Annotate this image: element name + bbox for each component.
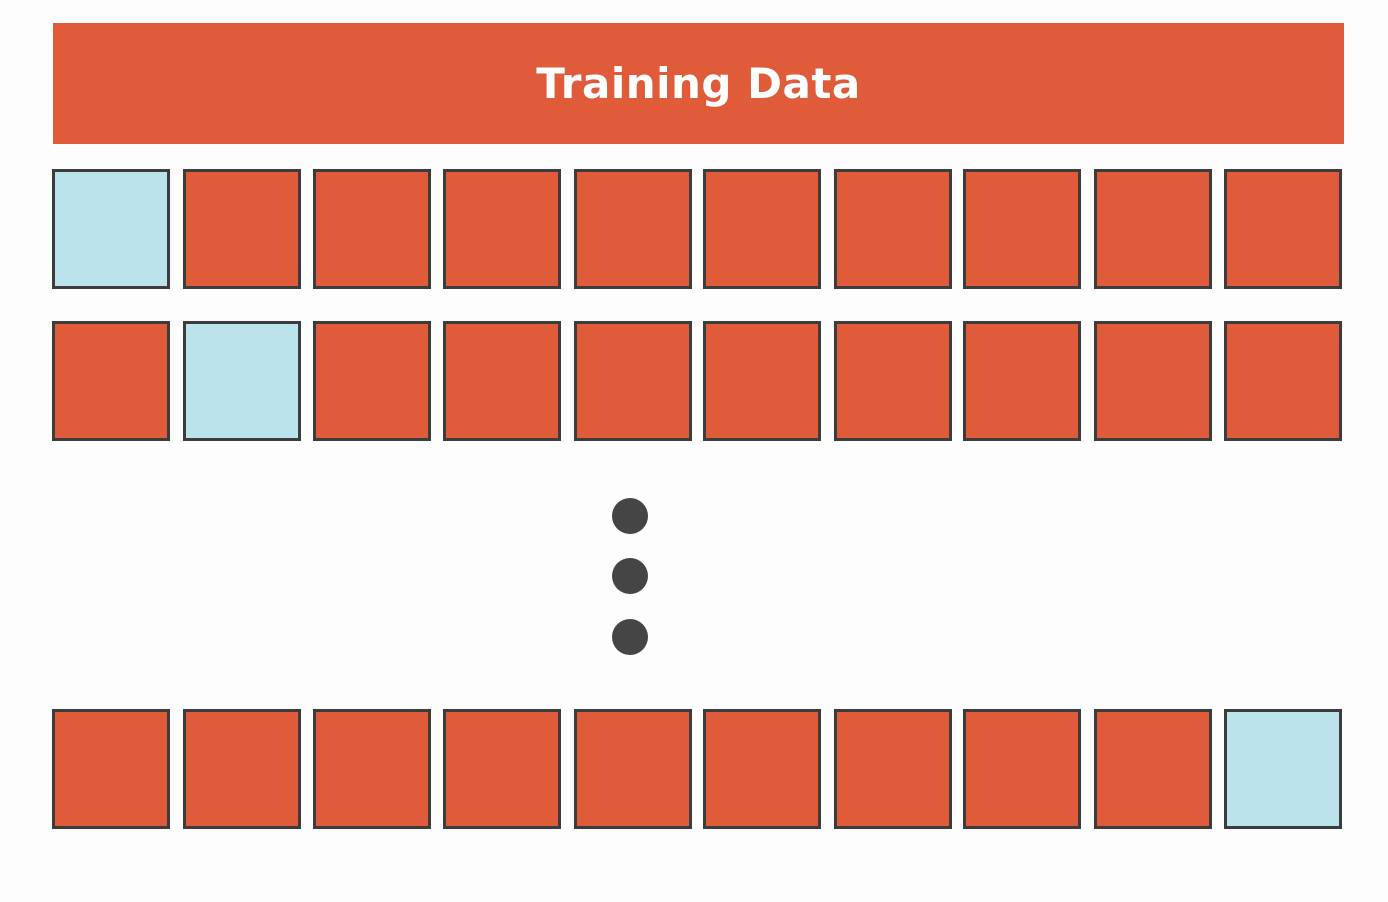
validation-fold	[1224, 709, 1342, 829]
training-fold	[443, 709, 561, 829]
training-fold	[963, 321, 1081, 441]
validation-fold	[183, 321, 301, 441]
fold-row-2	[52, 321, 1348, 445]
training-fold	[443, 321, 561, 441]
ellipsis-dot	[612, 558, 648, 594]
training-fold	[574, 709, 692, 829]
training-fold	[834, 321, 952, 441]
training-fold	[703, 709, 821, 829]
training-fold	[574, 169, 692, 289]
training-fold	[52, 321, 170, 441]
fold-row-1	[52, 169, 1348, 293]
training-fold	[703, 321, 821, 441]
training-fold	[1094, 709, 1212, 829]
validation-fold	[52, 169, 170, 289]
training-fold	[963, 169, 1081, 289]
training-fold	[52, 709, 170, 829]
training-fold	[1224, 169, 1342, 289]
training-fold	[183, 709, 301, 829]
fold-row-last	[52, 709, 1348, 833]
ellipsis-dot	[612, 498, 648, 534]
training-fold	[313, 709, 431, 829]
ellipsis-dot	[612, 619, 648, 655]
training-fold	[1094, 169, 1212, 289]
training-fold	[834, 169, 952, 289]
training-fold	[1224, 321, 1342, 441]
training-fold	[963, 709, 1081, 829]
training-data-header: Training Data	[53, 23, 1344, 144]
training-fold	[313, 169, 431, 289]
training-fold	[1094, 321, 1212, 441]
training-fold	[443, 169, 561, 289]
ellipsis-dots	[612, 498, 649, 656]
training-fold	[574, 321, 692, 441]
training-fold	[313, 321, 431, 441]
training-fold	[834, 709, 952, 829]
training-fold	[703, 169, 821, 289]
header-title: Training Data	[536, 59, 861, 108]
training-fold	[183, 169, 301, 289]
